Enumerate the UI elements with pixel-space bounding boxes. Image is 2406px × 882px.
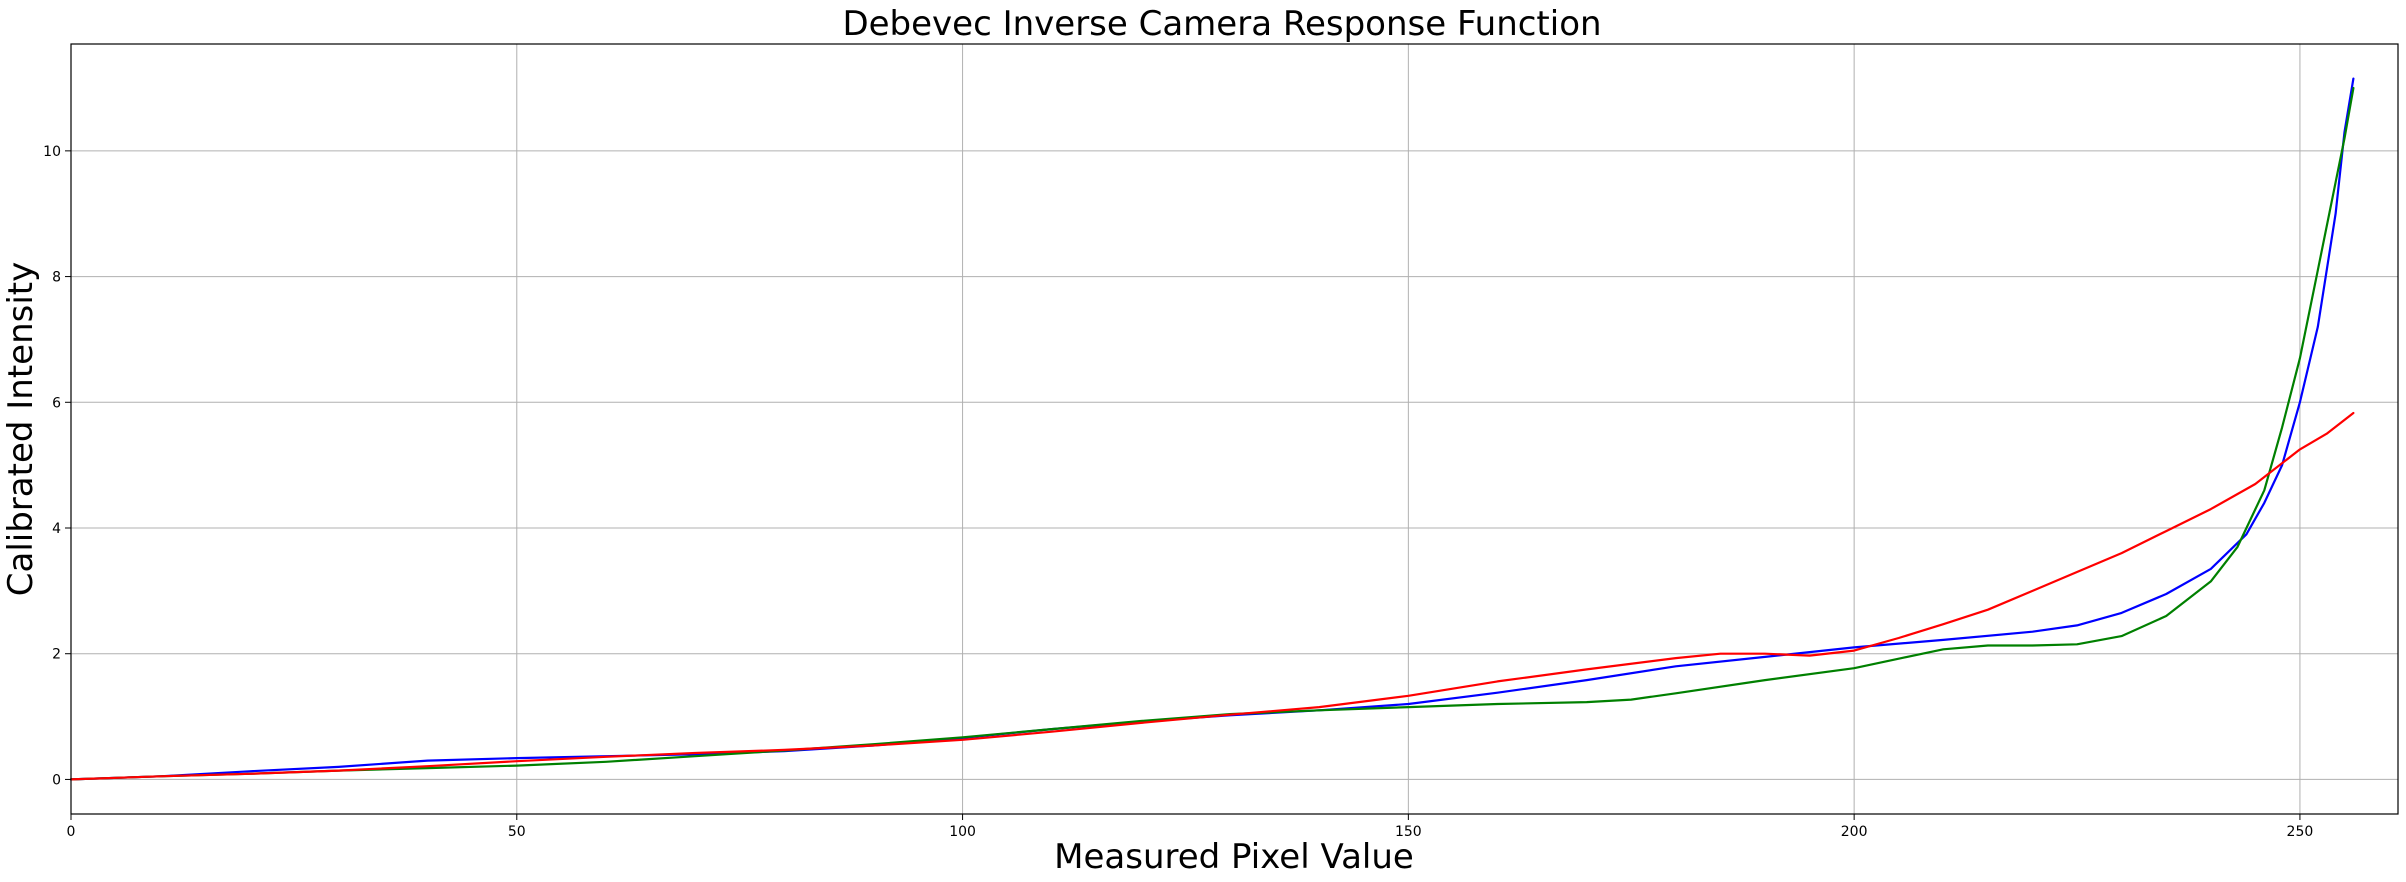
x-tick-label-5: 250	[2287, 824, 2314, 840]
y-tick-label-2: 4	[52, 521, 61, 537]
x-tick-label-0: 0	[67, 824, 76, 840]
chart-title: Debevec Inverse Camera Response Function	[842, 4, 1601, 44]
y-tick-label-0: 0	[52, 772, 61, 788]
series-line-1	[69, 86, 2355, 781]
series-group	[69, 77, 2355, 781]
grid	[70, 44, 2398, 814]
x-tick-label-2: 100	[949, 824, 976, 840]
plot-frame	[70, 43, 2399, 815]
series-line-0	[69, 77, 2355, 781]
y-axis: 0 2 4 6 8 10	[43, 144, 71, 788]
y-axis-label: Calibrated Intensity	[1, 262, 41, 597]
x-tick-label-3: 150	[1395, 824, 1422, 840]
y-tick-label-3: 6	[52, 395, 61, 411]
series-line-2	[69, 411, 2355, 781]
x-tick-label-1: 50	[508, 824, 526, 840]
x-axis: 0 50 100 150 200 250	[67, 814, 2314, 840]
y-tick-label-1: 2	[52, 647, 61, 663]
y-tick-label-5: 10	[43, 144, 61, 160]
y-tick-label-4: 8	[52, 270, 61, 286]
x-axis-label: Measured Pixel Value	[1054, 837, 1414, 877]
x-tick-label-4: 200	[1841, 824, 1868, 840]
